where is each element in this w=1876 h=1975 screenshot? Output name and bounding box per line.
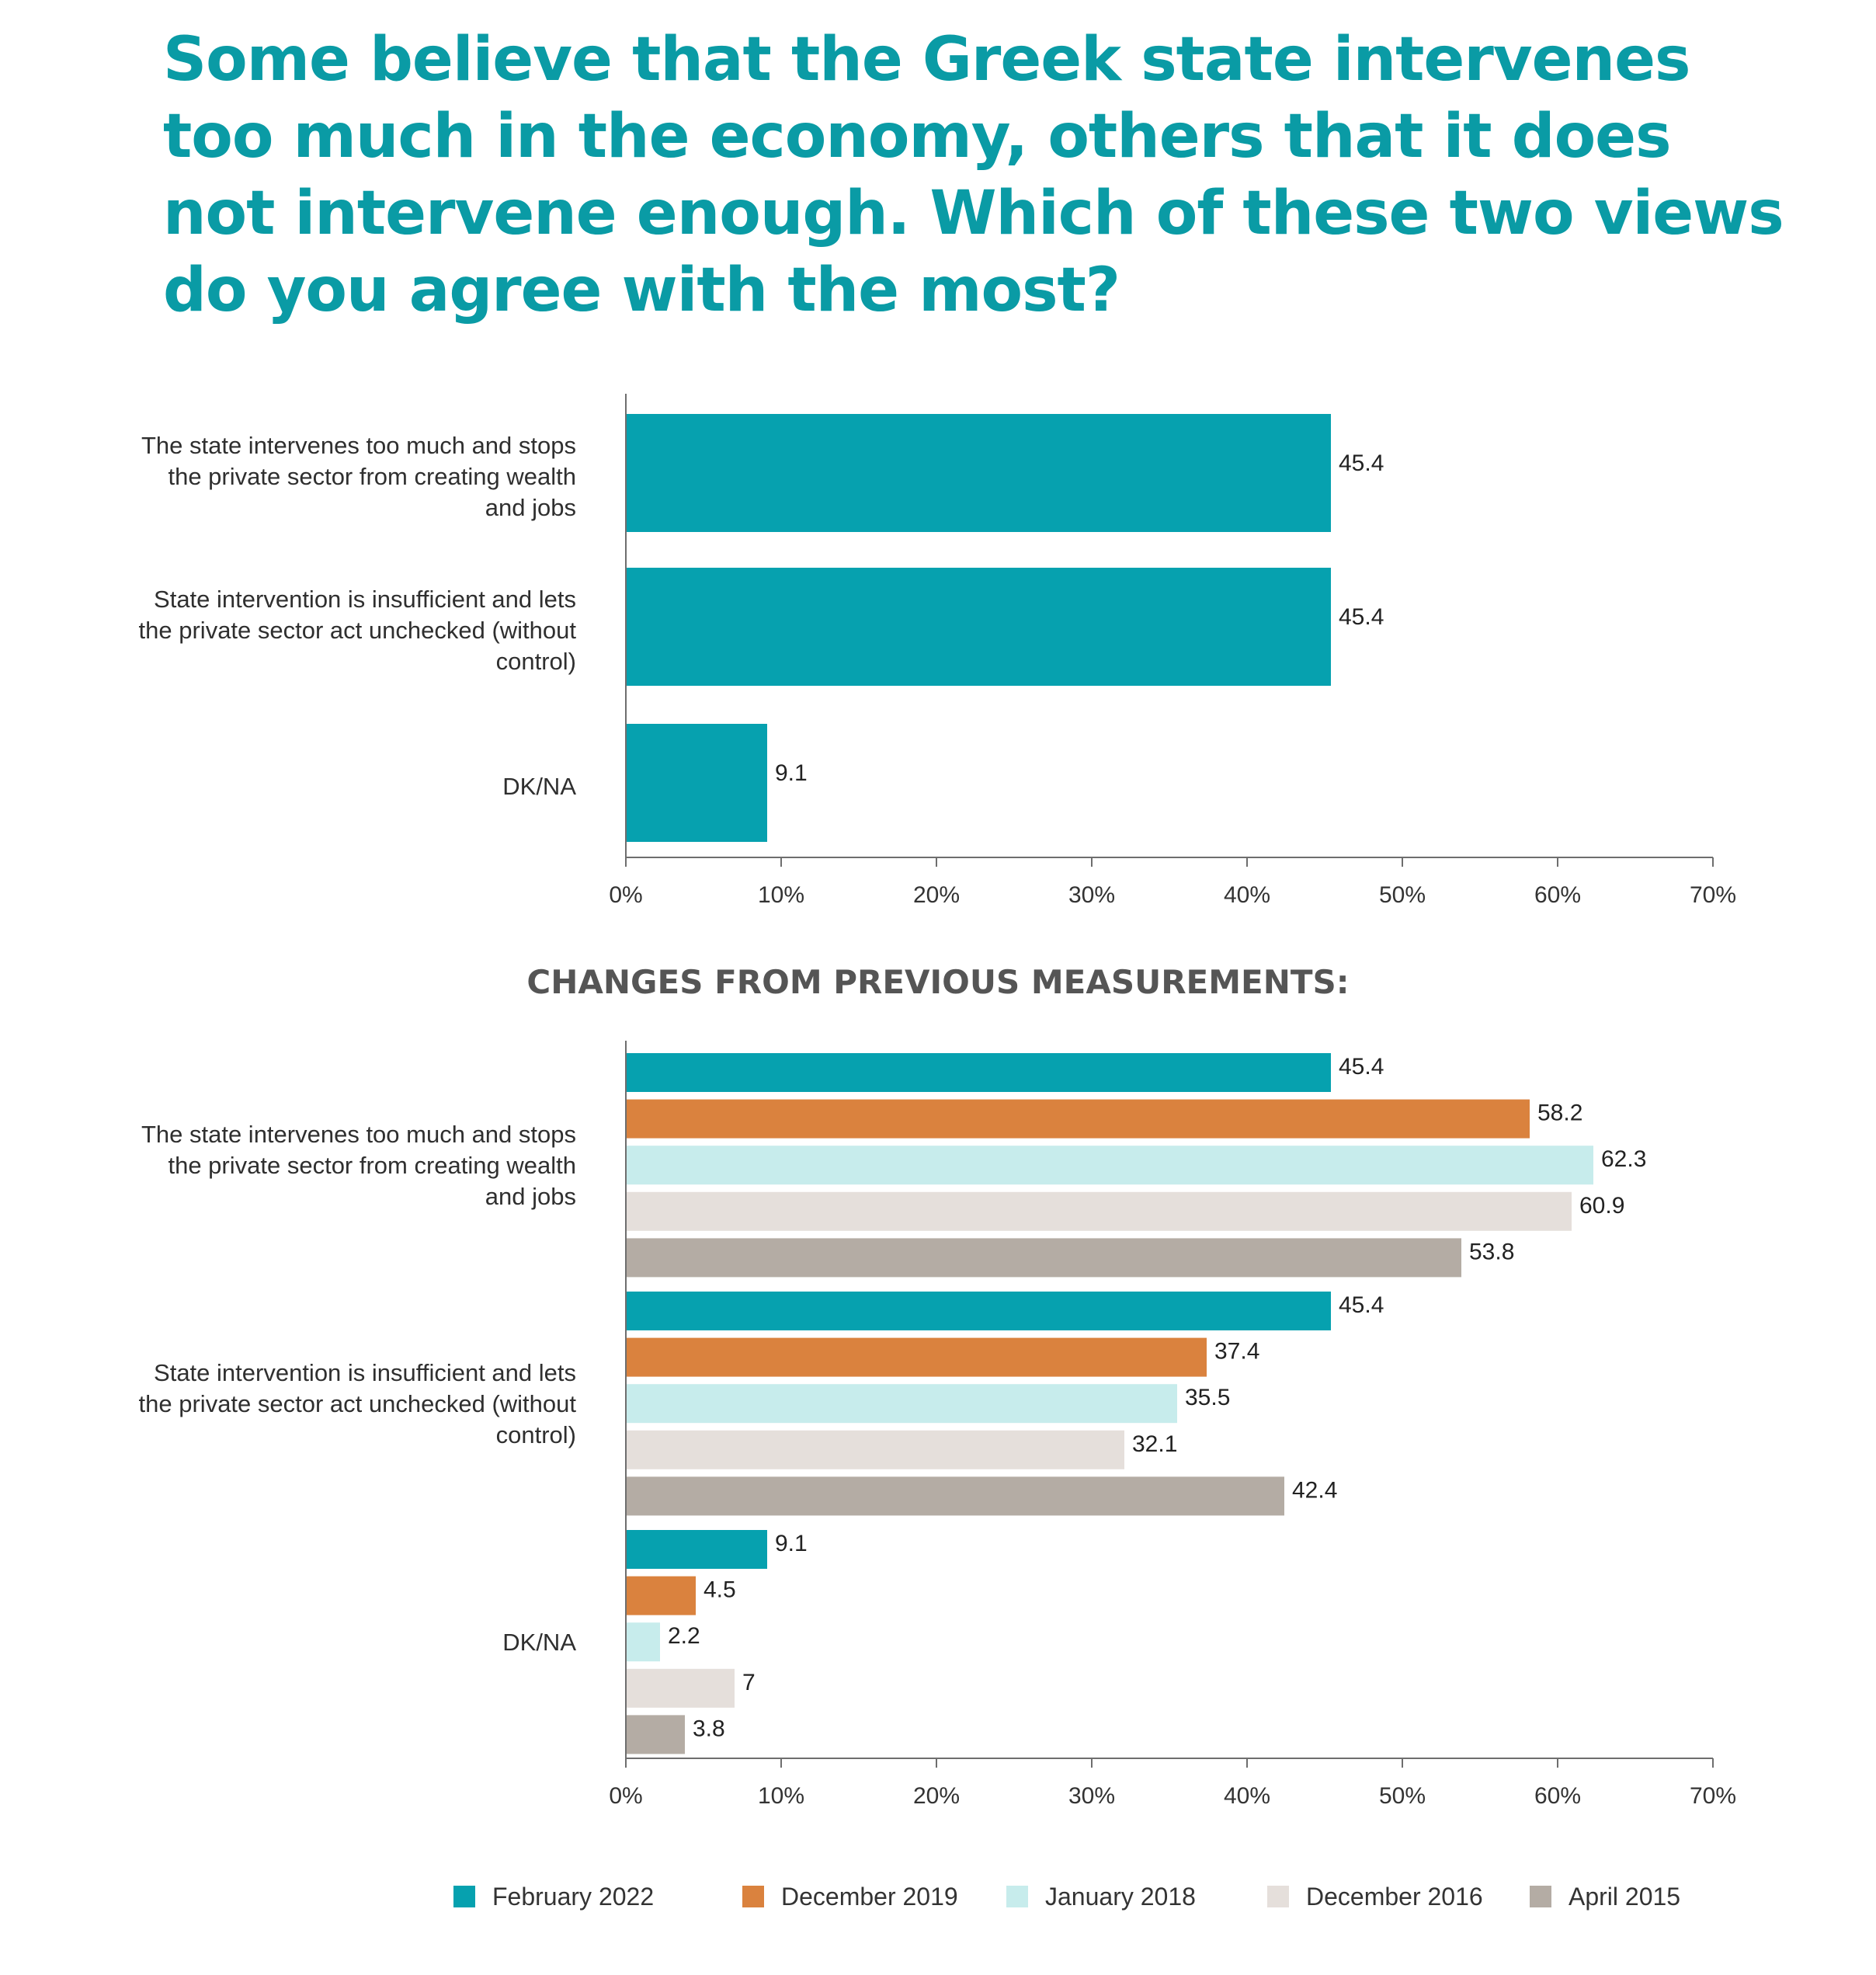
legend-swatch bbox=[1530, 1886, 1551, 1907]
legend-swatch bbox=[742, 1886, 764, 1907]
legend-label: April 2015 bbox=[1569, 1882, 1681, 1911]
value-label: 3.8 bbox=[693, 1716, 725, 1741]
value-label: 9.1 bbox=[775, 760, 808, 786]
value-label: 60.9 bbox=[1579, 1193, 1624, 1219]
chart1-category-label: and jobs bbox=[485, 494, 576, 521]
bar bbox=[626, 1530, 767, 1569]
chart1-category-label: the private sector act unchecked (withou… bbox=[139, 617, 577, 644]
bar bbox=[626, 1191, 1572, 1231]
comparison-bar-chart: 45.4 58.2 62.3 60.9 53.8 The state intervenes… bbox=[139, 1041, 1736, 1809]
bar bbox=[626, 1337, 1207, 1377]
legend-swatch bbox=[1006, 1886, 1028, 1907]
value-label: 45.4 bbox=[1339, 1054, 1384, 1080]
value-label: 7 bbox=[742, 1670, 756, 1695]
bar bbox=[626, 1715, 685, 1754]
bar bbox=[626, 1668, 735, 1708]
value-label: 45.4 bbox=[1339, 1292, 1384, 1318]
legend-label: January 2018 bbox=[1045, 1882, 1196, 1911]
chart2-tick-label: 40% bbox=[1224, 1783, 1270, 1809]
chart1-category-label: State intervention is insufficient and l… bbox=[154, 586, 576, 613]
legend-label: December 2019 bbox=[781, 1882, 958, 1911]
bar bbox=[626, 414, 1331, 532]
chart-title: Some believe that the Greek state interv… bbox=[163, 25, 1784, 325]
legend-swatch bbox=[1267, 1886, 1289, 1907]
chart1-tick-label: 10% bbox=[758, 882, 804, 908]
chart1-category-label: DK/NA bbox=[502, 773, 576, 800]
value-label: 58.2 bbox=[1537, 1101, 1582, 1126]
value-label: 42.4 bbox=[1292, 1477, 1337, 1503]
chart1-tick-label: 70% bbox=[1690, 882, 1736, 908]
chart2-tick-label: 20% bbox=[913, 1783, 960, 1809]
chart2-tick-label: 10% bbox=[758, 1783, 804, 1809]
legend-item: April 2015 bbox=[1530, 1873, 1680, 1920]
chart1-category-label: control) bbox=[496, 648, 576, 675]
bar bbox=[626, 1146, 1593, 1185]
bar bbox=[626, 568, 1331, 686]
chart2-category-label: State intervention is insufficient and l… bbox=[154, 1359, 576, 1386]
value-label: 45.4 bbox=[1339, 450, 1384, 476]
chart2-tick-label: 70% bbox=[1690, 1783, 1736, 1809]
legend-item: December 2016 bbox=[1267, 1873, 1483, 1920]
value-label: 45.4 bbox=[1339, 604, 1384, 630]
chart2-category-label: the private sector act unchecked (withou… bbox=[139, 1390, 577, 1417]
bar bbox=[626, 1430, 1124, 1469]
chart2-category-label: DK/NA bbox=[502, 1629, 576, 1656]
chart1-tick-label: 50% bbox=[1379, 882, 1426, 908]
legend-label: February 2022 bbox=[492, 1882, 655, 1911]
value-label: 53.8 bbox=[1469, 1239, 1514, 1264]
chart1-tick-label: 60% bbox=[1534, 882, 1581, 908]
value-label: 4.5 bbox=[704, 1577, 736, 1603]
changes-subtitle: CHANGES FROM PREVIOUS MEASUREMENTS: bbox=[526, 963, 1350, 1001]
chart1-category-label: the private sector from creating wealth bbox=[168, 463, 576, 490]
chart2-category-label: control) bbox=[496, 1421, 576, 1448]
chart2-category-label: the private sector from creating wealth bbox=[168, 1152, 576, 1179]
chart2-tick-label: 0% bbox=[609, 1783, 642, 1809]
chart2-category-label: and jobs bbox=[485, 1183, 576, 1210]
legend-label: December 2016 bbox=[1306, 1882, 1483, 1911]
chart1-tick-label: 30% bbox=[1068, 882, 1115, 908]
bar bbox=[626, 1099, 1530, 1139]
value-label: 32.1 bbox=[1132, 1431, 1177, 1457]
bar bbox=[626, 1053, 1331, 1092]
legend-item: January 2018 bbox=[1006, 1873, 1196, 1920]
legend-swatch bbox=[453, 1886, 475, 1907]
bar bbox=[626, 1238, 1461, 1278]
legend: February 2022 December 2019 January 2018 De… bbox=[0, 1873, 1876, 1920]
value-label: 35.5 bbox=[1185, 1385, 1230, 1410]
bar bbox=[626, 1576, 696, 1615]
bar bbox=[626, 1622, 660, 1662]
chart2-category-label: The state intervenes too much and stops bbox=[141, 1121, 576, 1148]
value-label: 2.2 bbox=[668, 1623, 700, 1649]
chart1-tick-label: 0% bbox=[609, 882, 642, 908]
legend-item: February 2022 bbox=[453, 1873, 654, 1920]
legend-item: December 2019 bbox=[742, 1873, 958, 1920]
value-label: 37.4 bbox=[1214, 1339, 1259, 1365]
chart1-tick-label: 20% bbox=[913, 882, 960, 908]
chart1-tick-label: 40% bbox=[1224, 882, 1270, 908]
bar bbox=[626, 1476, 1284, 1516]
value-label: 9.1 bbox=[775, 1531, 808, 1556]
chart2-tick-label: 30% bbox=[1068, 1783, 1115, 1809]
chart2-tick-label: 60% bbox=[1534, 1783, 1581, 1809]
bar bbox=[626, 724, 767, 842]
overall-bar-chart: 45.4 The state intervenes too much and st… bbox=[139, 394, 1736, 908]
value-label: 62.3 bbox=[1601, 1146, 1646, 1172]
bar bbox=[626, 1292, 1331, 1330]
bar bbox=[626, 1384, 1177, 1424]
chart1-category-label: The state intervenes too much and stops bbox=[141, 432, 576, 459]
chart2-tick-label: 50% bbox=[1379, 1783, 1426, 1809]
